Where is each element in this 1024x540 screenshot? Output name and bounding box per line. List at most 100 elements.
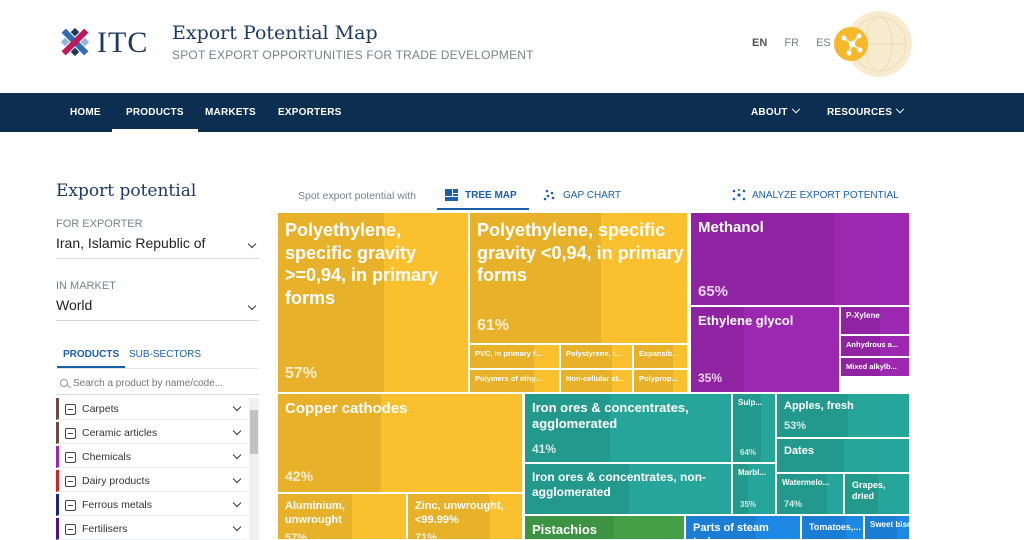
app-title[interactable]: Export Potential Map bbox=[172, 22, 378, 44]
market-value: World bbox=[56, 297, 93, 313]
sector-item[interactable]: Ceramic articles bbox=[56, 422, 246, 444]
treemap-tile[interactable]: Polymers of ethy... bbox=[469, 369, 560, 393]
treemap-tile[interactable]: Parts of steam turb... bbox=[685, 515, 801, 540]
tile-label: Parts of steam turb... bbox=[693, 522, 769, 539]
tree-map-icon bbox=[445, 189, 458, 201]
nav-about[interactable]: ABOUT bbox=[751, 93, 800, 132]
tile-potential-fill bbox=[634, 370, 673, 392]
treemap-tile[interactable]: Mixed alkylb... bbox=[840, 357, 910, 377]
collapse-icon[interactable] bbox=[65, 452, 76, 463]
tile-label: P-Xylene bbox=[846, 311, 880, 320]
treemap-tile[interactable]: Anhydrous a... bbox=[840, 335, 910, 357]
nav-products[interactable]: PRODUCTS bbox=[112, 93, 198, 132]
chevron-down-icon[interactable] bbox=[232, 426, 242, 436]
treemap-tile[interactable]: Watermelo... 74% bbox=[776, 473, 844, 515]
sector-item[interactable]: Dairy products bbox=[56, 470, 246, 492]
tile-potential-fill bbox=[525, 464, 629, 514]
tile-percent: 64% bbox=[740, 448, 757, 457]
collapse-icon[interactable] bbox=[65, 524, 76, 535]
collapse-icon[interactable] bbox=[65, 404, 76, 415]
tile-percent: 57% bbox=[285, 365, 318, 382]
sector-item[interactable]: Carpets bbox=[56, 398, 246, 420]
tile-potential-fill bbox=[691, 307, 744, 392]
tree-map-tab[interactable]: TREE MAP bbox=[465, 190, 517, 201]
collapse-icon[interactable] bbox=[65, 500, 76, 511]
tile-potential-fill bbox=[525, 516, 614, 539]
treemap-tile[interactable]: Pistachios bbox=[524, 515, 685, 540]
tile-label: Sweet biscui... bbox=[870, 520, 910, 529]
tile-potential-fill bbox=[561, 370, 612, 392]
nav-markets[interactable]: MARKETS bbox=[205, 107, 256, 118]
treemap-tile[interactable]: Polyethylene, specific gravity >=0,94, i… bbox=[277, 212, 469, 393]
treemap-tile[interactable]: Zinc, unwrought, <99.99% 71% bbox=[407, 493, 523, 540]
scrollbar-thumb[interactable] bbox=[250, 410, 258, 454]
nav-resources[interactable]: RESOURCES bbox=[827, 93, 905, 132]
tile-potential-fill bbox=[525, 394, 610, 462]
treemap-tile[interactable]: Grapes, dried bbox=[844, 473, 910, 515]
tile-label: Iron ores & concentrates, non-agglomerat… bbox=[532, 470, 707, 499]
chevron-down-icon[interactable] bbox=[232, 498, 242, 508]
treemap-tile[interactable]: Tomatoes,... bbox=[801, 515, 864, 540]
exporter-select[interactable]: Iran, Islamic Republic of bbox=[56, 235, 259, 259]
sector-item-label: Ceramic articles bbox=[82, 427, 158, 439]
treemap-tile[interactable]: Marbl... 35% bbox=[732, 463, 776, 515]
nav-home[interactable]: HOME bbox=[70, 107, 101, 118]
tile-potential-fill bbox=[278, 394, 381, 492]
tile-potential-fill bbox=[845, 474, 878, 514]
site-header: ITC Export Potential Map SPOT EXPORT OPP… bbox=[0, 0, 1024, 93]
nav-exporters[interactable]: EXPORTERS bbox=[278, 107, 342, 118]
analyze-icon bbox=[732, 189, 746, 201]
sector-list-scrollbar[interactable] bbox=[249, 398, 259, 540]
chevron-down-icon[interactable] bbox=[232, 474, 242, 484]
treemap-tile[interactable]: Ethylene glycol 35% bbox=[690, 306, 840, 393]
treemap-tile[interactable]: Aluminium, unwrought 57% bbox=[277, 493, 407, 540]
market-select[interactable]: World bbox=[56, 297, 259, 321]
tile-label: Pistachios bbox=[532, 522, 598, 537]
tile-percent: 65% bbox=[698, 283, 729, 300]
tile-percent: 61% bbox=[477, 317, 510, 334]
treemap-tile[interactable]: Polyprop... bbox=[633, 369, 688, 393]
collapse-icon[interactable] bbox=[65, 428, 76, 439]
treemap-tile[interactable]: Non-cellular st... bbox=[560, 369, 633, 393]
treemap-tile[interactable]: Apples, fresh 53% bbox=[776, 393, 910, 438]
lang-es[interactable]: ES bbox=[816, 37, 831, 49]
tab-sub-sectors[interactable]: SUB-SECTORS bbox=[129, 349, 202, 360]
treemap-tile[interactable]: Copper cathodes 42% bbox=[277, 393, 523, 493]
treemap-tile[interactable]: Polystyrene, i... bbox=[560, 344, 633, 369]
itc-logo-icon[interactable] bbox=[57, 24, 93, 60]
tile-label: Zinc, unwrought, <99.99% bbox=[415, 500, 504, 526]
treemap-tile[interactable]: Sweet biscui... bbox=[864, 515, 910, 540]
treemap-tile[interactable]: P-Xylene bbox=[840, 306, 910, 335]
tab-products[interactable]: PRODUCTS bbox=[56, 349, 126, 368]
chevron-down-icon bbox=[247, 239, 257, 249]
product-search-input[interactable] bbox=[56, 373, 259, 395]
market-label: IN MARKET bbox=[56, 280, 116, 292]
treemap-tile[interactable]: Polyethylene, specific gravity <0,94, in… bbox=[469, 212, 688, 344]
analyze-export-potential-link[interactable]: ANALYZE EXPORT POTENTIAL bbox=[752, 190, 899, 201]
sector-item[interactable]: Fertilisers bbox=[56, 518, 246, 540]
tile-potential-fill bbox=[733, 464, 748, 514]
tile-label: Polymers of ethy... bbox=[475, 374, 542, 383]
tile-potential-fill bbox=[691, 213, 834, 305]
gap-chart-tab[interactable]: GAP CHART bbox=[563, 190, 621, 201]
chevron-down-icon bbox=[791, 104, 800, 114]
treemap-tile[interactable]: Iron ores & concentrates, agglomerated 41… bbox=[524, 393, 732, 463]
treemap-tile[interactable]: PVC, in primary f... bbox=[469, 344, 560, 369]
sector-item[interactable]: Ferrous metals bbox=[56, 494, 246, 516]
sector-item[interactable]: Chemicals bbox=[56, 446, 246, 468]
tile-potential-fill bbox=[841, 307, 880, 334]
treemap-tile[interactable]: Methanol 65% bbox=[690, 212, 910, 306]
tile-label: Polyethylene, specific gravity >=0,94, i… bbox=[285, 220, 439, 308]
sector-item-label: Chemicals bbox=[82, 451, 132, 463]
lang-fr[interactable]: FR bbox=[784, 37, 800, 49]
chevron-down-icon[interactable] bbox=[232, 402, 242, 412]
treemap-tile[interactable]: Iron ores & concentrates, non-agglomerat… bbox=[524, 463, 732, 515]
lang-en[interactable]: EN bbox=[752, 37, 768, 49]
chevron-down-icon[interactable] bbox=[232, 522, 242, 532]
tile-potential-fill bbox=[470, 345, 534, 368]
collapse-icon[interactable] bbox=[65, 476, 76, 487]
treemap-tile[interactable]: Sulp... 64% bbox=[732, 393, 776, 463]
chevron-down-icon[interactable] bbox=[232, 450, 242, 460]
treemap-tile[interactable]: Dates bbox=[776, 438, 910, 473]
treemap-tile[interactable]: Expansib... bbox=[633, 344, 688, 369]
